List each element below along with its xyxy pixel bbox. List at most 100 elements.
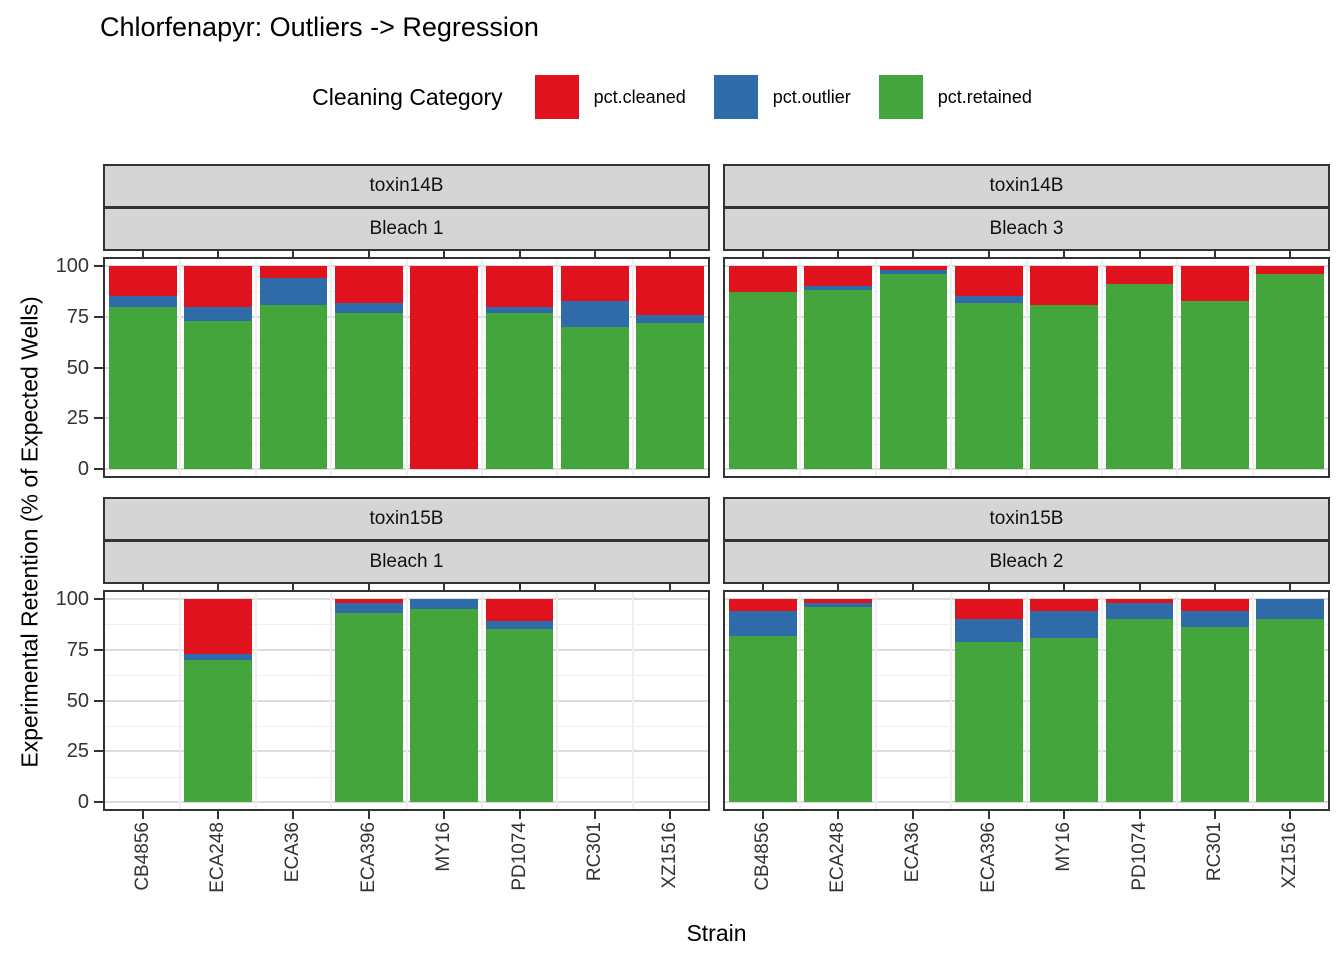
y-tick [94, 750, 103, 753]
minor-gridline-vertical [179, 592, 182, 809]
segment-outlier-CB4856 [728, 611, 797, 636]
segment-outlier-ECA396 [954, 296, 1023, 303]
x-tick [912, 250, 915, 257]
x-tick [217, 583, 220, 590]
x-tick [1289, 811, 1292, 819]
x-ticks-top [105, 583, 708, 590]
minor-gridline-vertical [556, 259, 559, 476]
stacked-bar-XZ1516 [1256, 599, 1325, 802]
segment-outlier-ECA248 [804, 603, 872, 608]
segment-retained-PD1074 [1105, 619, 1174, 802]
x-tick [761, 250, 764, 257]
bar-slot-XZ1516 [633, 266, 708, 469]
x-tick [217, 250, 220, 257]
x-tick [518, 250, 521, 257]
x-tick [761, 583, 764, 590]
segment-outlier-ECA396 [334, 302, 403, 313]
bar-slot-CB4856 [725, 599, 800, 802]
segment-cleaned-ECA248 [184, 599, 252, 654]
segment-retained-MY16 [1030, 304, 1099, 469]
segment-retained-XZ1516 [1256, 274, 1325, 469]
plot-area: CB4856 ECA248 ECA36 ECA396 MY16 PD1074 RC301 XZ… [723, 583, 1330, 893]
segment-cleaned-MY16 [1030, 266, 1099, 305]
stacked-bar-PD1074 [485, 599, 554, 802]
bar-slot-PD1074 [482, 599, 557, 802]
segment-cleaned-RC301 [561, 266, 629, 301]
x-tick [1213, 583, 1216, 590]
minor-gridline-vertical [1251, 259, 1254, 476]
segment-cleaned-CB4856 [728, 599, 797, 612]
x-tick-label-PD1074: PD1074 [508, 822, 530, 891]
y-tick-label: 25 [66, 740, 89, 763]
segment-cleaned-PD1074 [485, 266, 554, 307]
facet-strip-bleach: Bleach 3 [723, 207, 1330, 251]
segment-retained-RC301 [561, 326, 629, 469]
x-tick-labels: CB4856 ECA248 ECA36 ECA396 MY16 PD1074 RC301 XZ… [725, 822, 1328, 910]
minor-gridline-vertical [1176, 592, 1179, 809]
bar-slot-CB4856 [725, 266, 800, 469]
stacked-bar-XZ1516 [636, 266, 705, 469]
bar-slot-ECA396 [951, 599, 1026, 802]
x-tick [1289, 250, 1292, 257]
x-tick [837, 583, 840, 590]
x-tick [1063, 583, 1066, 590]
segment-outlier-ECA36 [259, 278, 328, 305]
y-tick-label: 100 [55, 255, 89, 277]
facet-strip-bleach: Bleach 1 [103, 540, 710, 584]
stacked-bar-MY16 [410, 266, 479, 469]
stacked-bar-ECA248 [804, 599, 872, 802]
segment-retained-XZ1516 [1256, 619, 1325, 802]
x-tick [669, 811, 672, 819]
x-tick [1138, 811, 1141, 819]
segment-outlier-ECA396 [334, 603, 403, 614]
segment-outlier-ECA396 [954, 619, 1023, 642]
y-tick [94, 417, 103, 420]
segment-outlier-ECA248 [804, 286, 872, 291]
segment-cleaned-ECA396 [334, 599, 403, 604]
bars-area [725, 266, 1328, 469]
segment-outlier-ECA248 [184, 306, 252, 321]
minor-gridline-vertical [874, 259, 877, 476]
x-ticks-top [105, 250, 708, 257]
gridlines [725, 259, 1328, 476]
x-tick-label-ECA248: ECA248 [207, 822, 229, 893]
x-axis-title: Strain [686, 920, 747, 946]
minor-gridline-vertical [254, 592, 257, 809]
facet-strip-toxin: toxin14B [723, 164, 1330, 208]
y-tick [94, 648, 103, 651]
facet-strip-bleach: Bleach 2 [723, 540, 1330, 584]
x-tick-label-RC301: RC301 [583, 822, 605, 882]
bar-slot-CB4856 [105, 599, 180, 802]
minor-gridline-vertical [1251, 592, 1254, 809]
segment-retained-ECA248 [184, 659, 252, 802]
plot-area: 0 25 50 75 100 CB4856 ECA248 ECA36 ECA396 MY16 PD1… [56, 583, 710, 893]
minor-gridline-vertical [405, 592, 408, 809]
segment-cleaned-ECA248 [804, 266, 872, 287]
bar-slot-ECA36 [256, 599, 331, 802]
minor-gridline-vertical [631, 259, 634, 476]
x-tick-label-ECA36: ECA36 [902, 822, 924, 883]
x-tick [1063, 250, 1066, 257]
segment-cleaned-PD1074 [1105, 599, 1174, 604]
segment-retained-ECA36 [879, 274, 948, 469]
minor-gridline-vertical [556, 592, 559, 809]
x-tick [837, 250, 840, 257]
x-tick [443, 811, 446, 819]
segment-outlier-PD1074 [485, 306, 554, 313]
segment-cleaned-ECA396 [334, 266, 403, 303]
x-ticks-bottom [725, 811, 1328, 819]
segment-outlier-PD1074 [1105, 603, 1174, 620]
legend-label-outlier: pct.outlier [772, 86, 851, 107]
bar-slot-XZ1516 [1253, 599, 1328, 802]
segment-retained-CB4856 [728, 292, 797, 469]
segment-cleaned-RC301 [1181, 266, 1249, 301]
bar-slot-ECA36 [876, 599, 951, 802]
x-tick [593, 250, 596, 257]
bar-slot-ECA248 [180, 599, 255, 802]
x-tick-label-RC301: RC301 [1203, 822, 1225, 882]
facet-panel-toxin15B-bleach1: toxin15B Bleach 1 0 25 50 75 100 CB4856 ECA248… [56, 497, 710, 893]
segment-retained-ECA248 [184, 320, 252, 469]
facet-strip-bleach: Bleach 1 [103, 207, 710, 251]
x-tick-labels: CB4856 ECA248 ECA36 ECA396 MY16 PD1074 RC301 XZ… [105, 822, 708, 910]
bar-slot-PD1074 [482, 266, 557, 469]
